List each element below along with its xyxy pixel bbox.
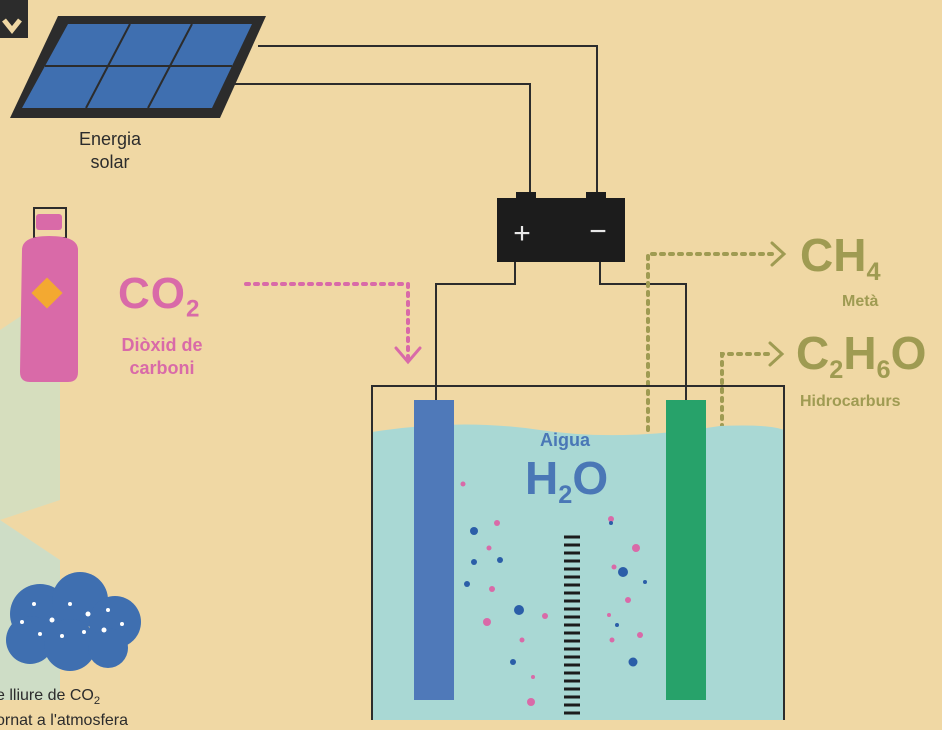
cloud-icon xyxy=(6,572,141,671)
water-name-label: Aigua xyxy=(540,430,591,450)
molecule-particles xyxy=(460,481,647,706)
battery-icon: + − xyxy=(497,192,625,262)
gas-cylinder-icon xyxy=(20,207,78,382)
electrode-cathode xyxy=(666,400,706,700)
co2-formula: CO2 xyxy=(118,269,201,323)
wires xyxy=(232,45,687,400)
bottom-note-text: e lliure de CO2 ornat a l'atmosfera xyxy=(0,687,129,730)
ch4-flow-arrow xyxy=(646,241,787,432)
co2-name-label: Diòxid de carboni xyxy=(121,335,203,378)
hydrocarbon-name-label: Hidrocarburs xyxy=(800,393,901,410)
methane-name-label: Metà xyxy=(842,293,879,310)
solar-panel-icon xyxy=(10,16,266,118)
corner-badge-icon xyxy=(0,0,28,38)
co2-flow-arrow xyxy=(244,282,422,365)
solar-energy-label: Energia solar xyxy=(78,129,142,172)
electrode-anode xyxy=(414,400,454,700)
c2h6o-flow-arrow xyxy=(720,341,785,430)
electrolysis-tank-icon xyxy=(371,385,785,720)
battery-plus-sign: + xyxy=(513,217,531,250)
membrane-icon xyxy=(564,535,580,715)
battery-minus-sign: − xyxy=(589,215,607,248)
water-formula: H2O xyxy=(525,452,609,509)
methane-formula: CH4 xyxy=(800,229,881,286)
hydrocarbon-formula: C2H6O xyxy=(796,327,927,384)
